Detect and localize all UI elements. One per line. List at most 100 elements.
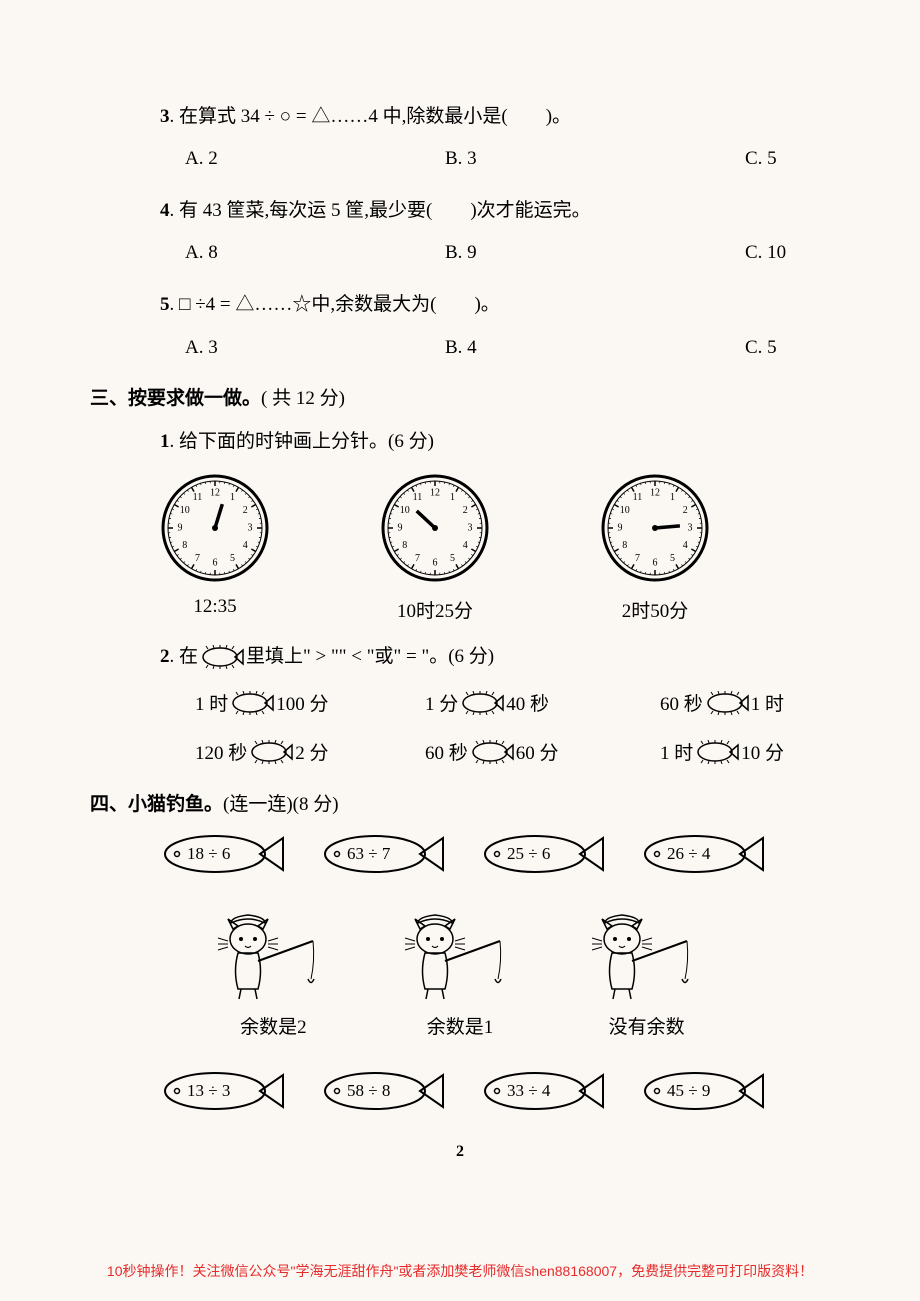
svg-text:2: 2 (243, 505, 248, 516)
svg-text:8: 8 (402, 540, 407, 551)
compare-2-1: 120 秒2 分 (195, 738, 425, 765)
svg-text:11: 11 (193, 492, 203, 503)
cat-3-label: 没有余数 (587, 1012, 707, 1039)
s3q2-stem: 2. 在里填上" > "" < "或" = "。(6 分) (160, 641, 830, 670)
svg-text:11: 11 (633, 492, 643, 503)
s3q1-number: 1 (160, 431, 170, 452)
s3q1-stem: 1. 给下面的时钟画上分针。(6 分) (160, 426, 830, 453)
hour-hand (655, 525, 680, 527)
svg-text:9: 9 (178, 522, 183, 533)
question-4-number: 4 (160, 200, 170, 221)
fish-row-top: 18 ÷ 6 63 ÷ 7 25 ÷ 6 26 ÷ 4 (150, 832, 770, 881)
fish-top-3: 25 ÷ 6 (475, 832, 605, 881)
hour-hand (215, 504, 222, 528)
cat-row: 余数是2 余数是1 (180, 911, 740, 1039)
svg-text:2: 2 (463, 505, 468, 516)
cat-fishing-icon (587, 911, 707, 1001)
svg-text:11: 11 (413, 492, 423, 503)
svg-text:4: 4 (683, 540, 688, 551)
section-4-points: (连一连)(8 分) (223, 794, 339, 815)
svg-text:9: 9 (398, 522, 403, 533)
svg-text:5: 5 (450, 552, 455, 563)
compare-1-1: 1 时100 分 (195, 689, 425, 716)
compare-2-2: 60 秒60 分 (425, 738, 660, 765)
choice-c: C. 5 (745, 337, 777, 359)
fish-bottom-3: 33 ÷ 4 (475, 1069, 605, 1118)
fish-row-bottom: 13 ÷ 3 58 ÷ 8 33 ÷ 4 45 ÷ 9 (150, 1069, 770, 1118)
choice-b: B. 3 (445, 148, 745, 170)
clock-2-face: 123456789101112 (380, 473, 490, 583)
fish-top-1: 18 ÷ 6 (155, 832, 285, 881)
s3q2-number: 2 (160, 646, 170, 667)
compare-row-1: 1 时100 分 1 分40 秒 60 秒1 时 (195, 689, 830, 716)
choice-c: C. 5 (745, 148, 777, 170)
svg-text:4: 4 (243, 540, 248, 551)
fish-top-2-text: 63 ÷ 7 (347, 844, 390, 864)
cat-1-label: 余数是2 (213, 1012, 333, 1039)
svg-text:10: 10 (180, 505, 190, 516)
svg-text:3: 3 (468, 522, 473, 533)
fish-top-3-text: 25 ÷ 6 (507, 844, 550, 864)
section-3-points: ( 共 12 分) (261, 388, 345, 409)
s3q1-text: . 给下面的时钟画上分针。(6 分) (170, 431, 434, 452)
section-4-heading: 四、小猫钓鱼。 (90, 794, 223, 815)
svg-text:9: 9 (618, 522, 623, 533)
section-3-heading: 三、按要求做一做。 (90, 388, 261, 409)
fish-blank-icon (249, 740, 293, 764)
fish-blank-icon (200, 645, 244, 669)
question-3-number: 3 (160, 106, 170, 127)
compare-1-3: 60 秒1 时 (660, 689, 784, 716)
fish-bottom-2-text: 58 ÷ 8 (347, 1081, 390, 1101)
choice-a: A. 2 (185, 148, 445, 170)
question-4-choices: A. 8 B. 9 C. 10 (185, 242, 830, 264)
question-5-number: 5 (160, 294, 170, 315)
s3q2-prefix: . 在 (170, 646, 199, 667)
clock-1-label: 12:35 (160, 596, 270, 618)
fish-top-1-text: 18 ÷ 6 (187, 844, 230, 864)
question-3-choices: A. 2 B. 3 C. 5 (185, 148, 830, 170)
svg-text:5: 5 (670, 552, 675, 563)
compare-2-3: 1 时10 分 (660, 738, 784, 765)
cat-3: 没有余数 (587, 911, 707, 1039)
svg-text:6: 6 (213, 557, 218, 568)
fish-bottom-2: 58 ÷ 8 (315, 1069, 445, 1118)
svg-text:10: 10 (620, 505, 630, 516)
svg-text:12: 12 (650, 487, 660, 498)
question-3: 3. 在算式 34 ÷ ○ = △……4 中,除数最小是( )。 A. 2 B.… (90, 100, 830, 170)
page-number: 2 (90, 1143, 830, 1161)
svg-text:6: 6 (653, 557, 658, 568)
choice-c: C. 10 (745, 242, 786, 264)
fish-top-4: 26 ÷ 4 (635, 832, 765, 881)
choice-b: B. 9 (445, 242, 745, 264)
cat-2-label: 余数是1 (400, 1012, 520, 1039)
footer-text: 10秒钟操作！关注微信公众号"学海无涯甜作舟"或者添加樊老师微信shen8816… (0, 1261, 920, 1281)
svg-text:2: 2 (683, 505, 688, 516)
svg-text:7: 7 (415, 552, 420, 563)
section-4-title: 四、小猫钓鱼。(连一连)(8 分) (90, 789, 830, 816)
svg-text:8: 8 (622, 540, 627, 551)
clock-row: 123456789101112 12:35 123456789101112 10… (160, 473, 830, 623)
svg-text:12: 12 (210, 487, 220, 498)
question-5-stem: 5. □ ÷4 = △……☆中,余数最大为( )。 (160, 288, 830, 322)
svg-text:1: 1 (670, 492, 675, 503)
clock-1: 123456789101112 12:35 (160, 473, 270, 623)
question-4: 4. 有 43 筐菜,每次运 5 筐,最少要( )次才能运完。 A. 8 B. … (90, 194, 830, 264)
svg-text:1: 1 (230, 492, 235, 503)
svg-text:1: 1 (450, 492, 455, 503)
fish-blank-icon (695, 740, 739, 764)
question-3-text: . 在算式 34 ÷ ○ = △……4 中,除数最小是( )。 (170, 106, 572, 127)
svg-text:5: 5 (230, 552, 235, 563)
clock-2-label: 10时25分 (380, 596, 490, 623)
fish-bottom-4-text: 45 ÷ 9 (667, 1081, 710, 1101)
compare-1-2: 1 分40 秒 (425, 689, 660, 716)
cat-fishing-icon (400, 911, 520, 1001)
compare-row-2: 120 秒2 分 60 秒60 分 1 时10 分 (195, 738, 830, 765)
section-3-title: 三、按要求做一做。( 共 12 分) (90, 383, 830, 410)
svg-text:12: 12 (430, 487, 440, 498)
fish-bottom-1-text: 13 ÷ 3 (187, 1081, 230, 1101)
clock-3-label: 2时50分 (600, 596, 710, 623)
clock-3-face: 123456789101112 (600, 473, 710, 583)
svg-text:3: 3 (688, 522, 693, 533)
choice-a: A. 8 (185, 242, 445, 264)
svg-text:10: 10 (400, 505, 410, 516)
